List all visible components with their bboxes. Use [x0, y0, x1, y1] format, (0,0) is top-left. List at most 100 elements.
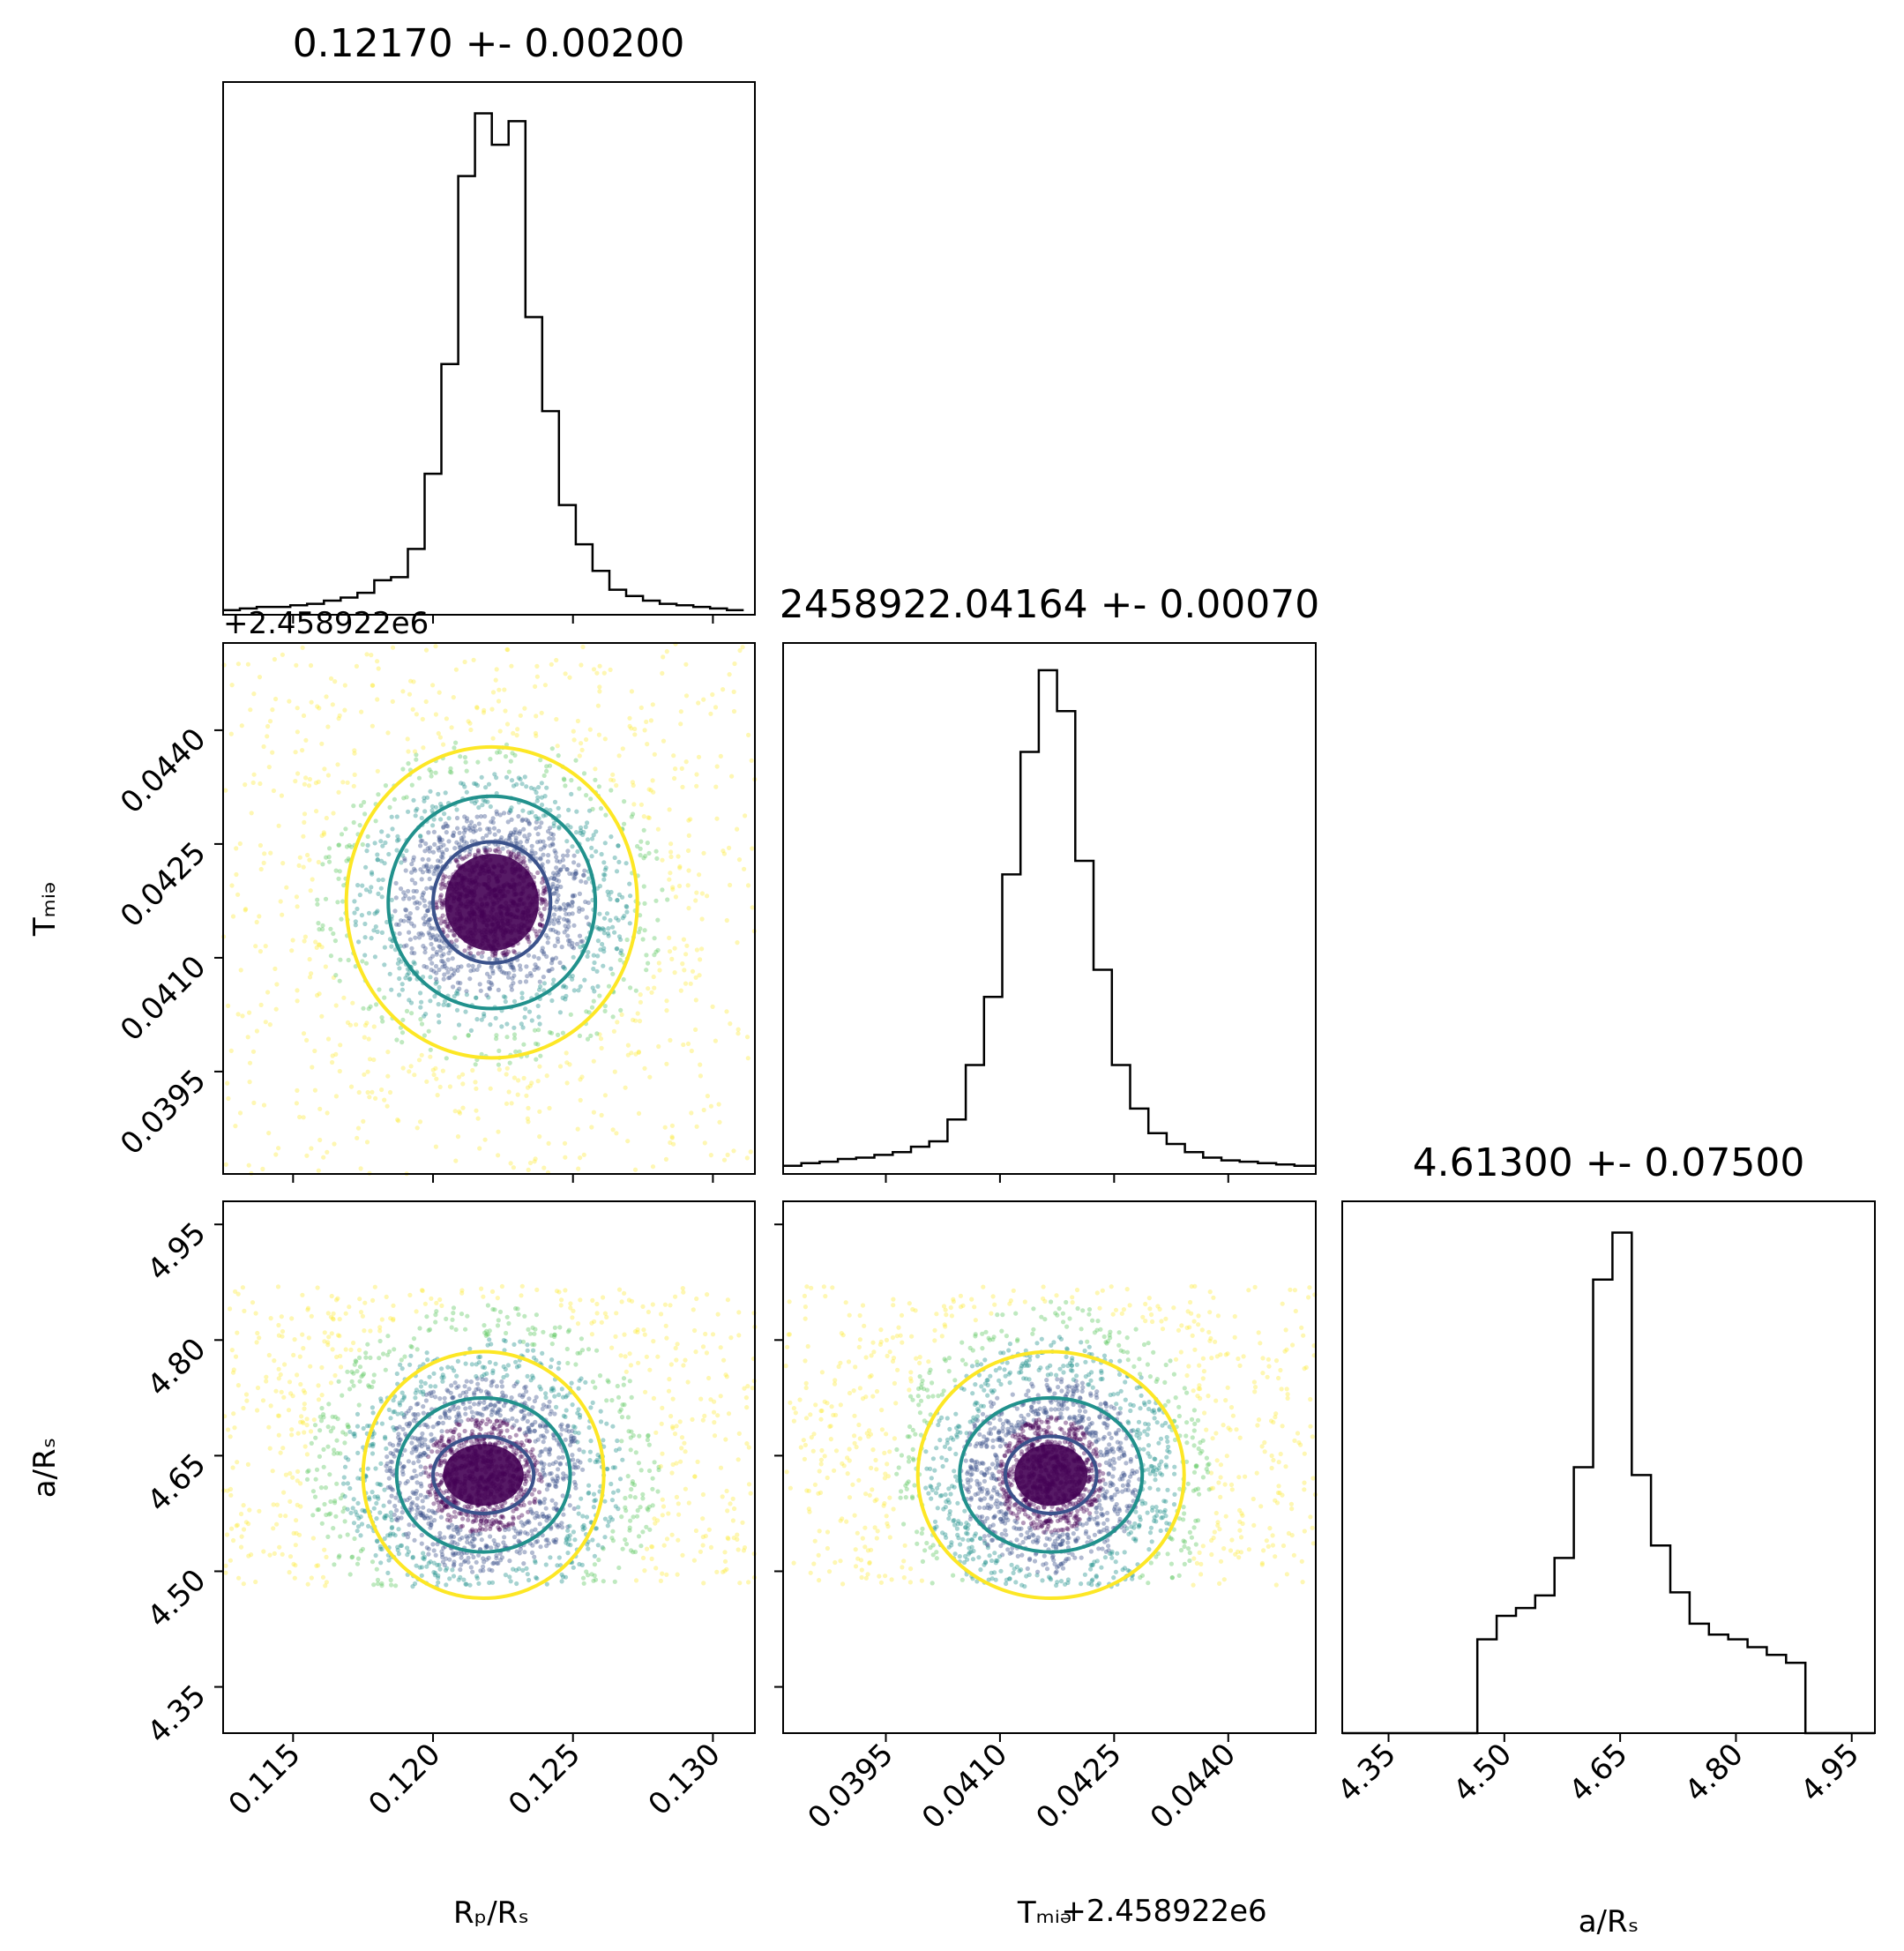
scatter-point [514, 856, 520, 862]
scatter-point [576, 1166, 581, 1171]
scatter-point [455, 968, 460, 973]
scatter-point [554, 886, 559, 892]
scatter-point [372, 954, 377, 960]
scatter-point [569, 791, 574, 797]
scatter-point [433, 1065, 438, 1071]
scatter-point [683, 1449, 688, 1454]
scatter-point [439, 958, 444, 964]
scatter-point [294, 662, 299, 668]
scatter-point [511, 1508, 516, 1514]
scatter-point [474, 1438, 479, 1443]
scatter-point [325, 1534, 331, 1539]
scatter-point [338, 1496, 343, 1501]
scatter-point [414, 1402, 420, 1407]
scatter-point [581, 771, 587, 776]
scatter-point [509, 663, 514, 669]
scatter-point [494, 809, 499, 814]
scatter-point [624, 937, 630, 943]
scatter-point [257, 675, 263, 680]
scatter-point [490, 1368, 496, 1373]
scatter-point [497, 1048, 502, 1053]
scatter-point [705, 1094, 711, 1099]
scatter-point [368, 1328, 373, 1334]
scatter-point [290, 938, 295, 943]
scatter-point [433, 1319, 438, 1325]
scatter-point [226, 1003, 231, 1008]
scatter-point [541, 952, 547, 957]
scatter-point [321, 1155, 326, 1160]
scatter-point [298, 1381, 303, 1387]
scatter-point [537, 922, 542, 927]
scatter-point [370, 723, 375, 729]
scatter-point [677, 865, 683, 871]
scatter-point [411, 888, 416, 894]
scatter-point [287, 1554, 294, 1559]
scatter-point [673, 894, 679, 900]
scatter-point [506, 975, 511, 980]
scatter-point [437, 840, 443, 845]
scatter-point [517, 854, 522, 860]
scatter-point [693, 975, 698, 980]
scatter-point [320, 1574, 326, 1580]
scatter-point [394, 1371, 399, 1377]
scatter-point [462, 1428, 467, 1434]
scatter-point [445, 1524, 451, 1529]
scatter-point [253, 1579, 258, 1585]
scatter-point [736, 1310, 742, 1315]
scatter-point [291, 1352, 296, 1357]
scatter-point [623, 1537, 628, 1543]
scatter-point [649, 990, 654, 995]
panel-title-rp: 0.12170 +- 0.00200 [293, 21, 685, 66]
scatter-point [552, 1332, 557, 1337]
scatter-point [633, 1018, 638, 1023]
scatter-point [631, 802, 637, 807]
scatter-point [555, 870, 560, 875]
scatter-point [623, 1508, 629, 1514]
scatter-point [417, 1442, 422, 1447]
axes-frame [1341, 1200, 1876, 1734]
scatter-point [321, 1415, 326, 1420]
scatter-point [672, 970, 677, 976]
scatter-point [440, 913, 445, 918]
scatter-point [273, 1152, 279, 1157]
scatter-point [233, 1354, 239, 1359]
scatter-point [427, 767, 432, 773]
scatter-point [536, 785, 541, 790]
scatter-point [487, 830, 492, 835]
scatter-point [467, 852, 473, 857]
scatter-point [535, 966, 541, 971]
scatter-point [513, 854, 519, 859]
scatter-point [488, 757, 493, 762]
scatter-point [243, 1392, 250, 1397]
scatter-point [482, 799, 488, 804]
scatter-point [407, 976, 412, 982]
scatter-point [536, 1490, 542, 1495]
scatter-point [633, 1051, 638, 1057]
scatter-point [548, 843, 553, 848]
scatter-point [434, 1443, 439, 1448]
scatter-point [355, 1476, 361, 1481]
scatter-point [585, 837, 591, 842]
scatter-point [554, 899, 559, 904]
scatter-point [405, 972, 410, 977]
scatter-point [464, 989, 469, 994]
scatter-point [681, 1289, 686, 1295]
scatter-point [439, 905, 444, 910]
scatter-point [625, 1043, 631, 1048]
scatter-point [301, 1031, 307, 1036]
scatter-point [427, 901, 433, 906]
scatter-point [641, 827, 646, 833]
scatter-point [553, 850, 558, 856]
scatter-point [281, 1490, 287, 1495]
scatter-point [444, 1316, 449, 1321]
scatter-point [409, 1440, 414, 1446]
scatter-point [565, 1551, 571, 1556]
scatter-point [309, 699, 314, 705]
scatter-point [638, 705, 644, 711]
scatter-point [445, 924, 451, 930]
scatter-point [538, 1053, 543, 1058]
scatter-point [554, 907, 559, 912]
scatter-point [400, 1471, 406, 1477]
scatter-point [326, 846, 332, 851]
scatter-point [475, 850, 482, 856]
